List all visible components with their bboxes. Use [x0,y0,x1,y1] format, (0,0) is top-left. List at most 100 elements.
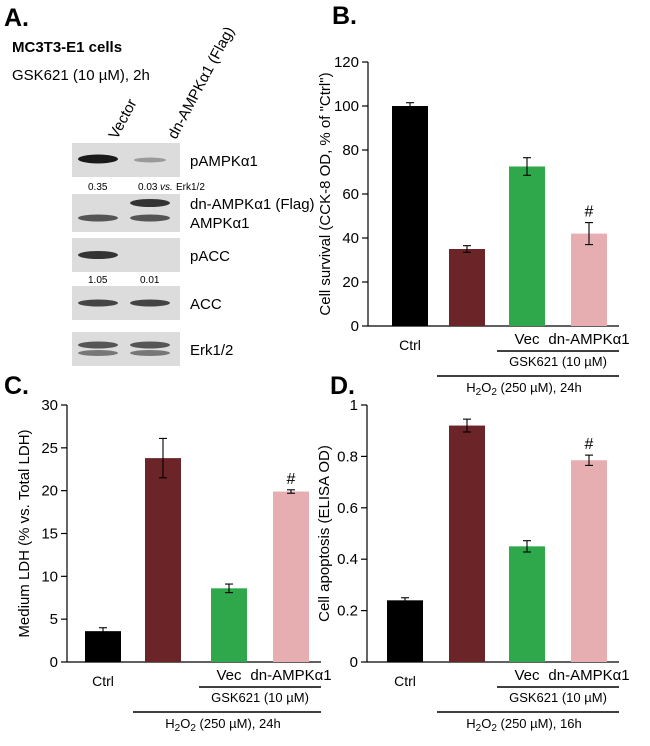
y-tick-label: 30 [41,397,58,414]
band-ampk-vector [78,214,118,222]
y-tick-label: 25 [41,440,58,457]
panel-a-label: A. [4,4,29,32]
y-tick-label: 100 [334,98,359,115]
category-label: Vec [514,331,540,348]
y-axis-label: Medium LDH (% vs. Total LDH) [16,429,33,637]
bar-1 [85,631,121,662]
category-label: dn-AMPKα1 [548,667,629,684]
y-tick-label: 0.8 [337,448,358,465]
h2o2-part: 2 [491,387,497,398]
significance-mark: # [287,471,296,488]
h2o2-part: 2 [476,387,482,398]
lane-label-dn: dn-AMPKα1 (Flag) [165,24,238,142]
y-axis-label: Cell survival (CCK-8 OD, % of "Ctrl") [317,72,334,315]
blot-label-erk: Erk1/2 [190,342,233,359]
gsk621-label: GSK621 (10 µM) [509,354,607,369]
blot-label-ampk: AMPKα1 [190,215,250,232]
y-tick-label: 40 [342,230,359,247]
y-tick-label: 5 [50,611,58,628]
h2o2-label: H2O2 (250 µM), 24h [466,380,581,398]
blot-label-flag: dn-AMPKα1 (Flag) [190,196,315,213]
bar-2 [449,425,485,662]
y-tick-label: 80 [342,142,359,159]
quant-pampk-vector: 0.35 [88,182,108,193]
h2o2-part: O [481,380,491,395]
treatment-label: GSK621 (10 µM), 2h [12,67,150,84]
y-tick-label: 20 [41,483,58,500]
bar-3 [509,546,545,662]
y-tick-label: 120 [334,54,359,71]
y-tick-label: 20 [342,274,359,291]
blot-erk [72,332,180,366]
panel-label: D. [330,372,355,400]
bar-3 [509,166,545,326]
chart-3: D. 0 0.2 0.4 0.6 0.8 1 Cell apoptosis (ELISA OD… [316,372,630,734]
blot-label-pampk: pAMPKα1 [190,153,258,170]
h2o2-part: 2 [476,723,482,734]
band-pampk-vector [78,154,118,164]
band-erk1-vector [78,341,118,349]
bar-4 [571,233,607,326]
bar-1 [387,600,423,662]
h2o2-label: H2O2 (250 µM), 24h [165,716,280,734]
h2o2-part: H [466,716,475,731]
bar-4 [273,491,309,662]
category-label: Ctrl [92,673,114,689]
category-label: dn-AMPKα1 [250,667,331,684]
band-acc-dn [130,299,170,307]
band-erk2-dn [130,350,170,356]
h2o2-part: (250 µM), 16h [497,716,582,731]
blot-label-acc: ACC [190,296,222,313]
band-erk1-dn [130,341,170,349]
h2o2-part: H [466,380,475,395]
category-label: dn-AMPKα1 [548,331,629,348]
h2o2-part: O [180,716,190,731]
bar-3 [211,588,247,662]
quant-pampk-dn: 0.03 [138,182,158,193]
h2o2-part: (250 µM), 24h [196,716,281,731]
h2o2-part: 2 [190,723,196,734]
quant-note-vs: vs. [160,182,173,193]
panel-label: B. [332,2,357,30]
cell-line-label: MC3T3-E1 cells [12,39,122,56]
y-tick-label: 0 [351,318,359,335]
lane-label-vector: Vector [106,96,141,142]
bar-2 [449,249,485,326]
bar-2 [145,458,181,662]
gsk621-label: GSK621 (10 µM) [509,690,607,705]
category-label: Vec [216,667,242,684]
significance-mark: # [585,436,594,453]
category-label: Ctrl [399,337,421,353]
quant-note-erk: Erk1/2 [176,182,205,193]
h2o2-part: 2 [491,723,497,734]
y-tick-label: 0 [50,654,58,671]
panel-label: C. [4,372,29,400]
y-tick-label: 0.6 [337,500,358,517]
h2o2-part: 2 [175,723,181,734]
gsk621-label: GSK621 (10 µM) [211,690,309,705]
y-tick-label: 0 [350,654,358,671]
h2o2-part: H [165,716,174,731]
significance-mark: # [585,204,594,221]
h2o2-label: H2O2 (250 µM), 16h [466,716,581,734]
y-tick-label: 0.4 [337,551,358,568]
band-pampk-dn [134,157,166,163]
band-ampk-dn [130,214,170,222]
h2o2-part: (250 µM), 24h [497,380,582,395]
band-pacc-vector [78,251,118,259]
category-label: Vec [514,667,540,684]
y-tick-label: 0.2 [337,603,358,620]
band-erk2-vector [78,350,118,356]
quant-pacc-dn: 0.01 [140,275,160,286]
bar-4 [571,460,607,662]
band-flag-dn [130,199,170,207]
chart-2: C. 0 5 10 15 20 25 30 Medium LDH (% vs. Total LD… [4,372,332,734]
blot-ampk [72,194,180,232]
y-tick-label: 15 [41,526,58,543]
y-tick-label: 10 [41,568,58,585]
quant-pacc-vector: 1.05 [88,275,108,286]
y-tick-label: 1 [350,397,358,414]
